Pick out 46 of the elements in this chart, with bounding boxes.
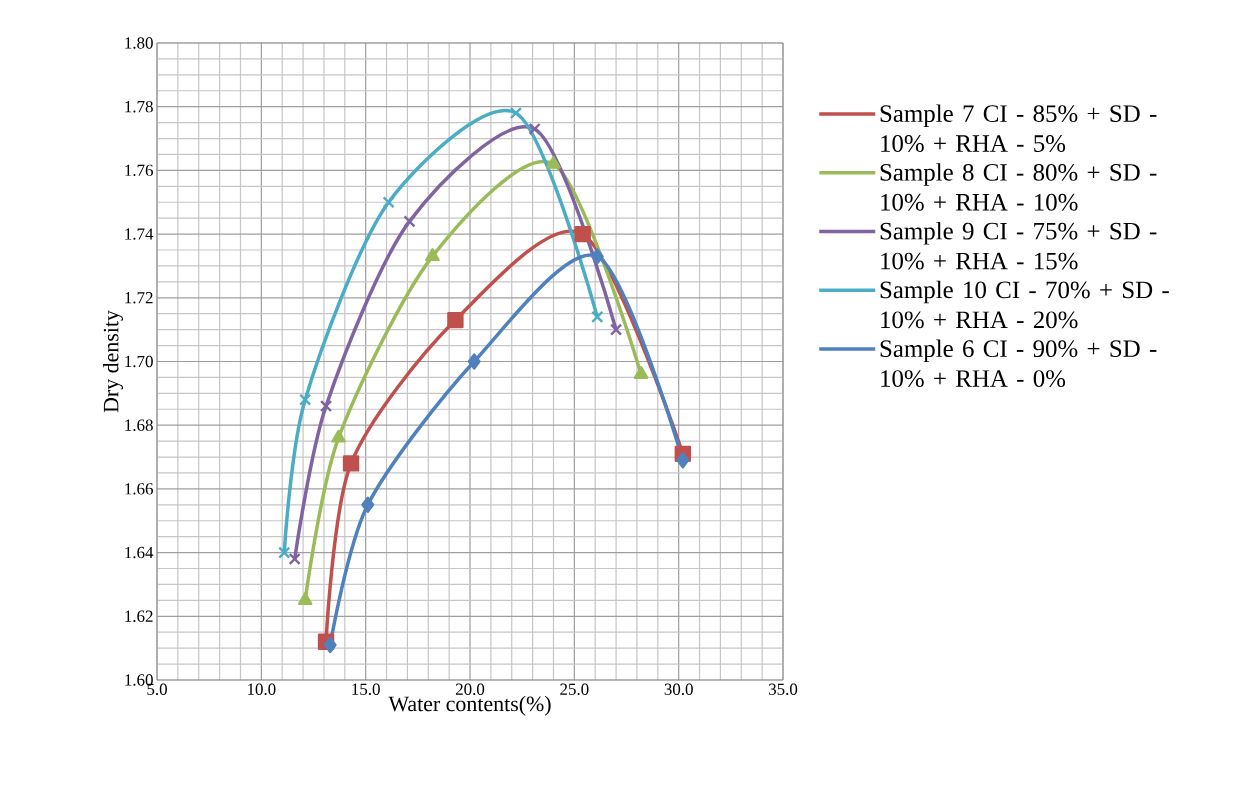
y-tick-label: 1.80: [125, 37, 153, 49]
x-tick-label: 20.0: [455, 683, 485, 695]
point: [676, 452, 690, 469]
y-tick-label: 1.70: [125, 355, 153, 368]
legend-label: Sample 10 CI - 70% + SD - 10% + RHA - 20%: [880, 280, 1169, 329]
x-tick-label: 25.0: [560, 683, 589, 695]
point: [299, 393, 312, 406]
x-axis-title: Water contents(%): [388, 695, 551, 716]
point: [319, 399, 333, 413]
y-tick-label: 1.62: [125, 610, 153, 623]
point: [403, 215, 416, 228]
point: [447, 311, 464, 329]
x-tick-label: 15.0: [352, 683, 380, 695]
point: [546, 155, 561, 169]
point: [591, 310, 604, 324]
legend-label: Sample 8 CI - 80% + SD - 10% + RHA - 10%: [880, 163, 1157, 211]
point: [288, 552, 301, 566]
point: [342, 455, 360, 472]
point: [633, 366, 649, 379]
y-tick-label: 1.68: [125, 419, 153, 431]
x-tick-label: 10.0: [248, 683, 276, 695]
y-tick-label: 1.76: [125, 164, 153, 177]
point: [574, 225, 591, 243]
point: [361, 496, 375, 514]
y-axis-title: Dry density: [103, 310, 124, 413]
point: [331, 429, 346, 443]
y-tick-label: 1.72: [125, 292, 153, 304]
point: [425, 248, 440, 262]
point: [609, 323, 623, 336]
point: [509, 106, 523, 120]
x-tick-label: 35.0: [769, 683, 798, 695]
y-tick-label: 1.66: [125, 483, 153, 495]
point: [382, 196, 395, 209]
point: [297, 592, 313, 606]
y-tick-label: 1.64: [125, 546, 154, 559]
point: [528, 122, 541, 136]
y-tick-label: 1.78: [125, 100, 153, 113]
point: [590, 248, 604, 265]
point: [278, 546, 291, 559]
legend-label: Sample 7 CI - 85% + SD - 10% + RHA - 5%: [880, 104, 1157, 152]
y-tick-label: 1.74: [125, 228, 154, 240]
legend-label: Sample 6 CI - 90% + SD - 10% + RHA - 0%: [880, 339, 1157, 388]
point: [323, 636, 337, 654]
legend-label: Sample 9 CI - 75% + SD - 10% + RHA - 15%: [880, 222, 1157, 270]
point: [467, 353, 481, 370]
x-tick-label: 30.0: [664, 683, 693, 695]
